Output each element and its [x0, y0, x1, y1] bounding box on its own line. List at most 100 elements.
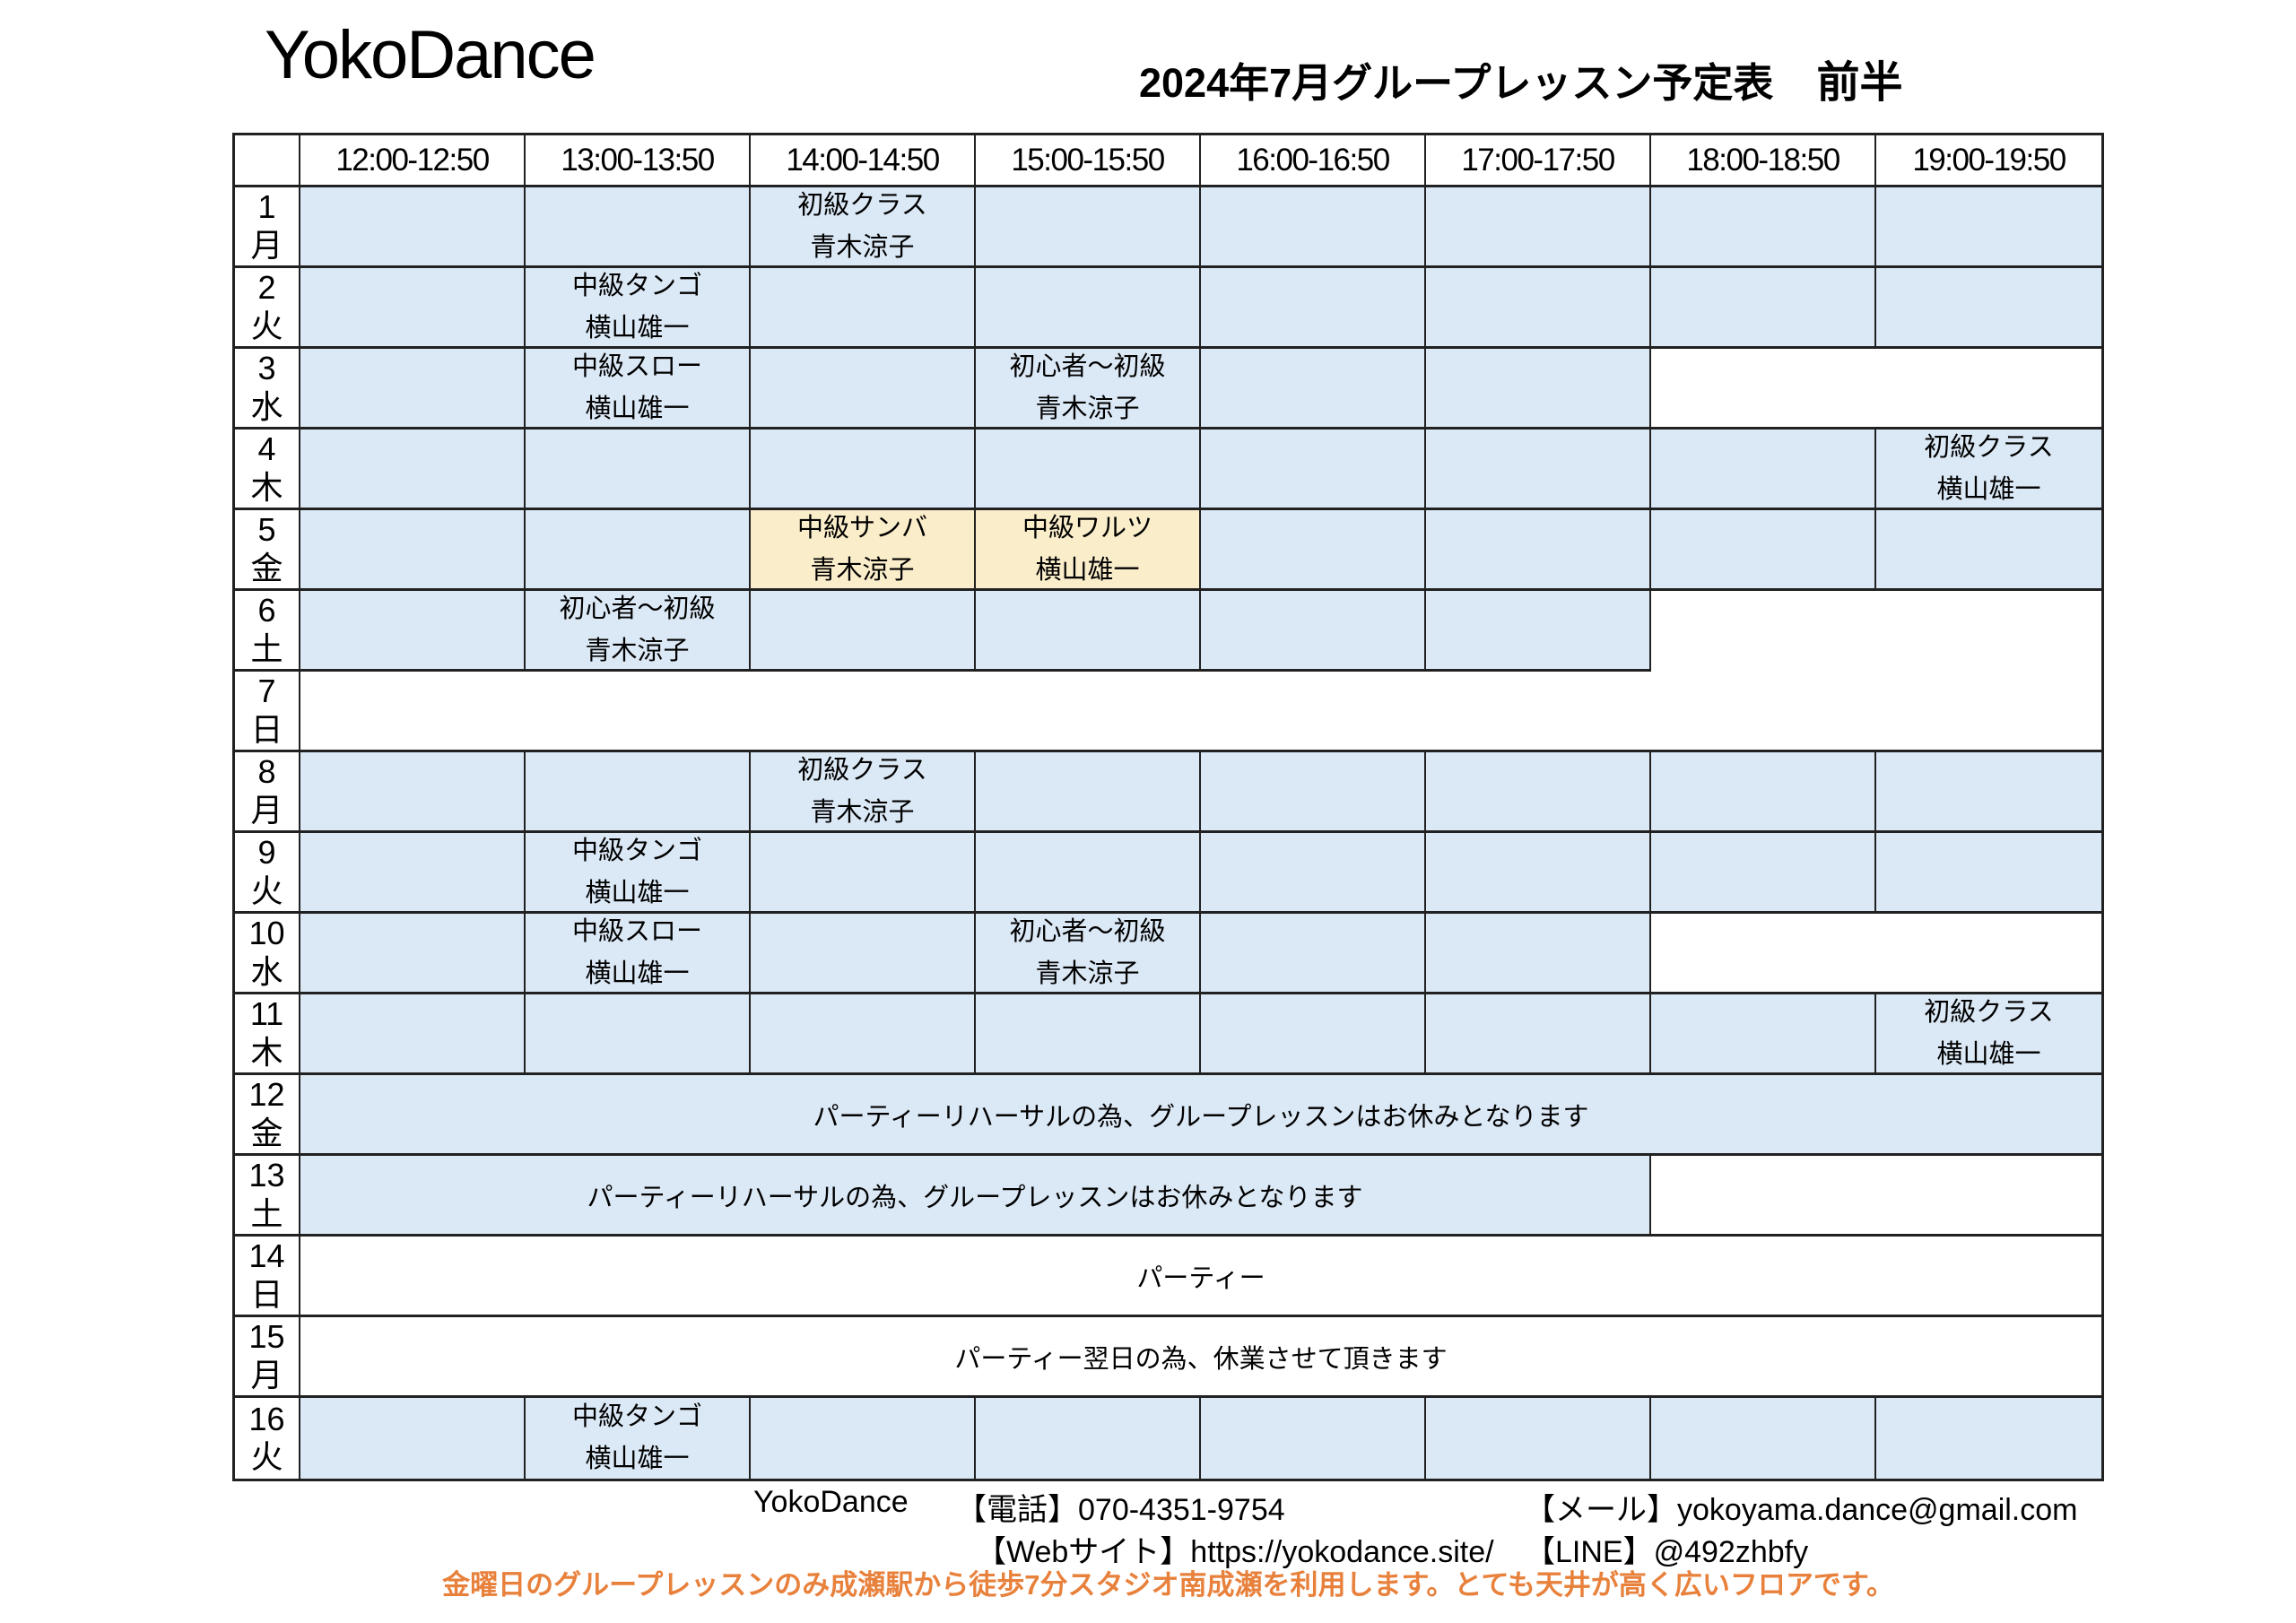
- schedule-half-label: 前半: [1816, 59, 1903, 107]
- empty-slot-cell: [526, 994, 751, 1075]
- lesson-cell: 初級クラス 横山雄一: [1876, 430, 2101, 510]
- empty-slot-cell: [1201, 349, 1426, 430]
- day-number: 13: [248, 1157, 285, 1194]
- empty-slot-cell: [1651, 914, 2101, 994]
- lesson-title: 初心者～初級: [559, 594, 716, 623]
- note-cell: パーティーリハーサルの為、グループレッスンはお休みとなります: [300, 1075, 2101, 1156]
- empty-slot-cell: [751, 833, 976, 914]
- empty-slot-cell: [1426, 752, 1651, 833]
- day-weekday: 日: [250, 1275, 283, 1313]
- day-number: 10: [248, 915, 285, 952]
- day-label: 13 土: [235, 1156, 300, 1237]
- empty-slot-cell: [976, 752, 1201, 833]
- empty-slot-cell: [1201, 268, 1426, 349]
- lesson-teacher: 横山雄一: [585, 394, 690, 423]
- day-label: 11 木: [235, 994, 300, 1075]
- day-weekday: 火: [250, 1438, 283, 1475]
- lesson-teacher: 横山雄一: [585, 1445, 690, 1473]
- lesson-teacher: 青木涼子: [810, 232, 915, 262]
- day-label: 10 水: [235, 914, 300, 994]
- empty-slot-cell: [300, 591, 526, 672]
- footer-phone: 【電話】070-4351-9754: [956, 1493, 1285, 1527]
- day-number: 9: [257, 834, 276, 872]
- lesson-teacher: 横山雄一: [585, 878, 690, 907]
- lesson-cell: 中級スロー 横山雄一: [526, 914, 751, 994]
- lesson-title: 中級スロー: [571, 352, 702, 381]
- day-weekday: 水: [250, 952, 283, 990]
- day-weekday: 木: [250, 1033, 283, 1071]
- empty-slot-cell: [976, 1398, 1201, 1479]
- empty-slot-cell: [751, 914, 976, 994]
- lesson-cell: 中級サンバ 青木涼子: [751, 510, 976, 591]
- empty-slot-cell: [1201, 994, 1426, 1075]
- day-number: 8: [257, 753, 276, 791]
- empty-slot-cell: [976, 833, 1201, 914]
- day-weekday: 木: [250, 468, 283, 506]
- lesson-title: 初級クラス: [797, 755, 927, 785]
- day-number: 3: [257, 350, 276, 387]
- lesson-title: 中級タンゴ: [571, 271, 702, 300]
- empty-slot-cell: [1651, 1398, 1876, 1479]
- lesson-teacher: 横山雄一: [585, 959, 690, 988]
- empty-slot-cell: [300, 672, 2101, 752]
- empty-slot-cell: [1426, 430, 1651, 510]
- lesson-title: 初心者～初級: [1009, 352, 1166, 381]
- lesson-teacher: 青木涼子: [1035, 959, 1140, 988]
- empty-slot-cell: [976, 430, 1201, 510]
- empty-slot-cell: [526, 752, 751, 833]
- day-weekday: 月: [250, 226, 283, 264]
- empty-slot-cell: [1876, 268, 2101, 349]
- day-weekday: 金: [250, 549, 283, 586]
- time-header: 17:00-17:50: [1426, 135, 1651, 187]
- lesson-title: 初級クラス: [1924, 432, 2054, 462]
- schedule-note: パーティーリハーサルの為、グループレッスンはお休みとなります: [587, 1183, 1363, 1212]
- day-weekday: 土: [250, 629, 283, 667]
- lesson-teacher: 横山雄一: [585, 313, 690, 343]
- day-label: 16 火: [235, 1398, 300, 1479]
- empty-slot-cell: [300, 752, 526, 833]
- note-cell: パーティーリハーサルの為、グループレッスンはお休みとなります: [300, 1156, 1651, 1237]
- empty-slot-cell: [1876, 187, 2101, 268]
- empty-slot-cell: [1876, 1398, 2101, 1479]
- lesson-teacher: 青木涼子: [585, 636, 690, 665]
- day-label: 14 日: [235, 1237, 300, 1317]
- empty-slot-cell: [1426, 591, 1651, 672]
- day-weekday: 日: [250, 710, 283, 748]
- lesson-cell: 中級タンゴ 横山雄一: [526, 833, 751, 914]
- day-number: 4: [257, 430, 276, 468]
- header-corner-cell: [235, 135, 300, 187]
- day-weekday: 月: [250, 791, 283, 829]
- time-header: 15:00-15:50: [976, 135, 1201, 187]
- lesson-title: 中級サンバ: [796, 513, 927, 542]
- empty-slot-cell: [1426, 994, 1651, 1075]
- empty-slot-cell: [1876, 752, 2101, 833]
- empty-slot-cell: [976, 187, 1201, 268]
- time-header: 18:00-18:50: [1651, 135, 1876, 187]
- empty-slot-cell: [526, 430, 751, 510]
- note-cell: パーティー翌日の為、休業させて頂きます: [300, 1317, 2101, 1398]
- empty-slot-cell: [1426, 268, 1651, 349]
- day-weekday: 水: [250, 387, 283, 425]
- empty-slot-cell: [976, 268, 1201, 349]
- lesson-cell: 初級クラス 横山雄一: [1876, 994, 2101, 1075]
- lesson-teacher: 青木涼子: [1035, 394, 1140, 423]
- time-header: 12:00-12:50: [300, 135, 526, 187]
- empty-slot-cell: [1201, 1398, 1426, 1479]
- day-number: 5: [257, 511, 276, 549]
- empty-slot-cell: [1651, 752, 1876, 833]
- lesson-title: 中級タンゴ: [571, 1402, 702, 1431]
- lesson-teacher: 横山雄一: [1936, 1039, 2041, 1069]
- empty-slot-cell: [751, 349, 976, 430]
- time-header: 19:00-19:50: [1876, 135, 2101, 187]
- time-header: 14:00-14:50: [751, 135, 976, 187]
- empty-slot-cell: [751, 994, 976, 1075]
- empty-slot-cell: [1876, 510, 2101, 591]
- schedule-note: パーティー: [1136, 1263, 1265, 1293]
